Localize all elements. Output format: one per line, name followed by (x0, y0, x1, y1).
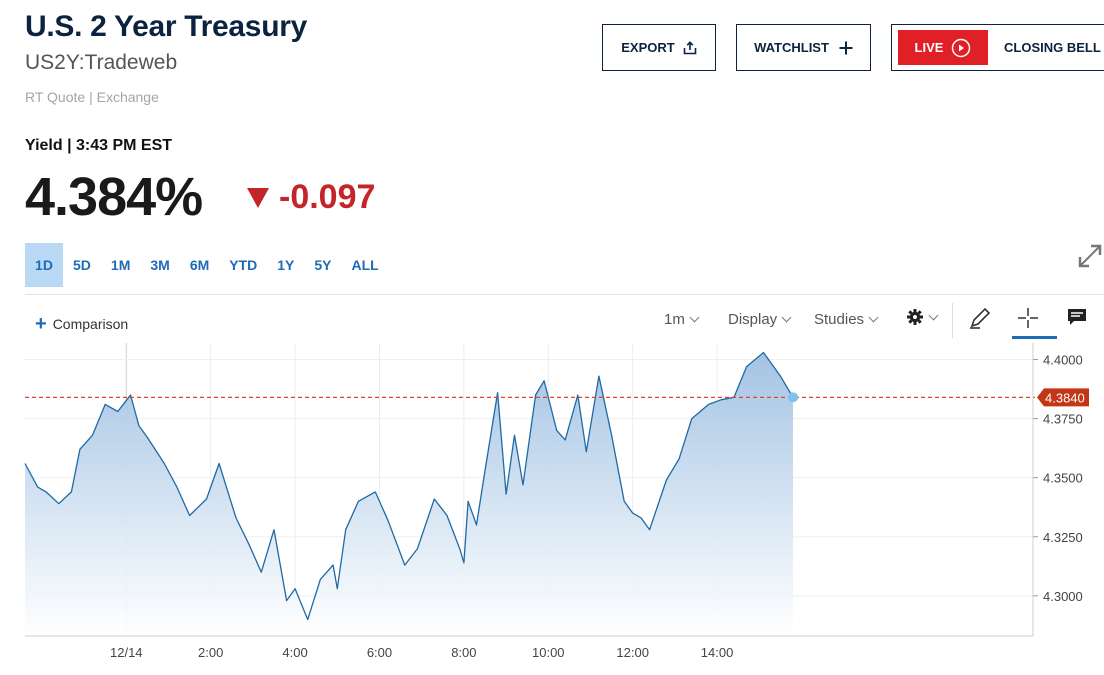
price-change: -0.097 (247, 178, 375, 217)
last-value-marker (788, 392, 799, 403)
plus-icon: + (35, 313, 47, 335)
annotation-tool-button[interactable] (1066, 306, 1088, 328)
range-3m[interactable]: 3M (150, 257, 170, 273)
x-tick-label: 6:00 (367, 645, 392, 660)
y-tick-label: 4.3500 (1043, 471, 1083, 486)
range-6m[interactable]: 6M (189, 257, 210, 273)
toolbar-divider (952, 303, 953, 338)
range-all[interactable]: ALL (351, 257, 379, 273)
down-arrow-icon (247, 187, 269, 208)
x-tick-label: 4:00 (282, 645, 307, 660)
draw-tool-button[interactable] (968, 306, 992, 330)
quote-source: RT Quote | Exchange (25, 89, 159, 105)
chevron-down-icon (868, 312, 879, 323)
studies-dropdown[interactable]: Studies (814, 311, 879, 328)
ticker-symbol: US2Y:Tradeweb (25, 51, 178, 74)
share-icon (683, 40, 697, 54)
x-tick-label: 12:00 (616, 645, 649, 660)
range-5y[interactable]: 5Y (314, 257, 332, 273)
crosshair-icon (1018, 308, 1038, 328)
y-tick-label: 4.3250 (1043, 530, 1083, 545)
range-1d[interactable]: 1D (25, 243, 63, 287)
x-axis: 12/14 2:00 4:00 6:00 8:00 10:00 12:00 14:00 (110, 645, 733, 660)
y-tick-label: 4.3000 (1043, 589, 1083, 604)
chevron-down-icon (689, 312, 700, 323)
comparison-button[interactable]: + Comparison (35, 314, 128, 334)
chevron-down-icon (781, 312, 792, 323)
y-axis: 4.4000 4.3750 4.3500 4.3250 4.3000 (25, 343, 1083, 637)
range-1y[interactable]: 1Y (277, 257, 295, 273)
chart-line (24, 351, 794, 621)
y-tick-label: 4.4000 (1043, 353, 1083, 368)
gear-icon (907, 309, 923, 325)
play-icon (952, 38, 971, 57)
range-5d[interactable]: 5D (73, 257, 91, 273)
watchlist-button[interactable]: WATCHLIST (736, 24, 871, 71)
range-1m[interactable]: 1M (110, 257, 131, 273)
x-tick-label: 10:00 (532, 645, 565, 660)
chevron-down-icon (928, 310, 939, 320)
plus-icon (839, 41, 853, 54)
watchlist-label: WATCHLIST (754, 40, 829, 55)
change-value: -0.097 (279, 178, 376, 216)
last-value-label: 4.3840 (1045, 390, 1085, 405)
x-tick-label: 14:00 (701, 645, 734, 660)
x-tick-label: 2:00 (198, 645, 223, 660)
display-label: Display (728, 311, 778, 328)
expand-icon[interactable] (1076, 242, 1104, 270)
live-label: LIVE (914, 40, 944, 55)
yield-price: 4.384% (25, 167, 203, 227)
settings-dropdown[interactable] (906, 308, 939, 326)
y-tick-label: 4.3750 (1043, 412, 1083, 427)
range-ytd[interactable]: YTD (229, 257, 258, 273)
page-title: U.S. 2 Year Treasury (25, 10, 307, 43)
x-tick-label: 8:00 (451, 645, 476, 660)
last-value-tag: 4.3840 (1037, 388, 1089, 407)
price-chart[interactable]: 4.4000 4.3750 4.3500 4.3250 4.3000 12/14 2:00… (0, 340, 1104, 670)
comparison-label: Comparison (52, 316, 129, 332)
closing-bell-label: CLOSING BELL (1004, 40, 1101, 55)
chart-area (25, 352, 793, 636)
active-tool-indicator (1012, 336, 1057, 339)
live-badge[interactable]: LIVE (898, 30, 988, 65)
divider (25, 294, 1104, 295)
pencil-icon (970, 307, 991, 329)
live-closing-bell-button[interactable]: LIVE CLOSING BELL (891, 24, 1104, 71)
crosshair-tool-button[interactable] (1016, 306, 1040, 330)
x-tick-label: 12/14 (110, 645, 143, 660)
range-selector: 1D 5D 1M 3M 6M YTD 1Y 5Y ALL (25, 243, 389, 287)
interval-dropdown[interactable]: 1m (664, 311, 700, 328)
display-dropdown[interactable]: Display (728, 311, 792, 328)
studies-label: Studies (814, 311, 865, 328)
comment-icon (1068, 309, 1086, 325)
yield-timestamp: Yield | 3:43 PM EST (25, 137, 173, 154)
export-button[interactable]: EXPORT (602, 24, 716, 71)
interval-label: 1m (664, 311, 685, 328)
export-label: EXPORT (621, 40, 675, 55)
